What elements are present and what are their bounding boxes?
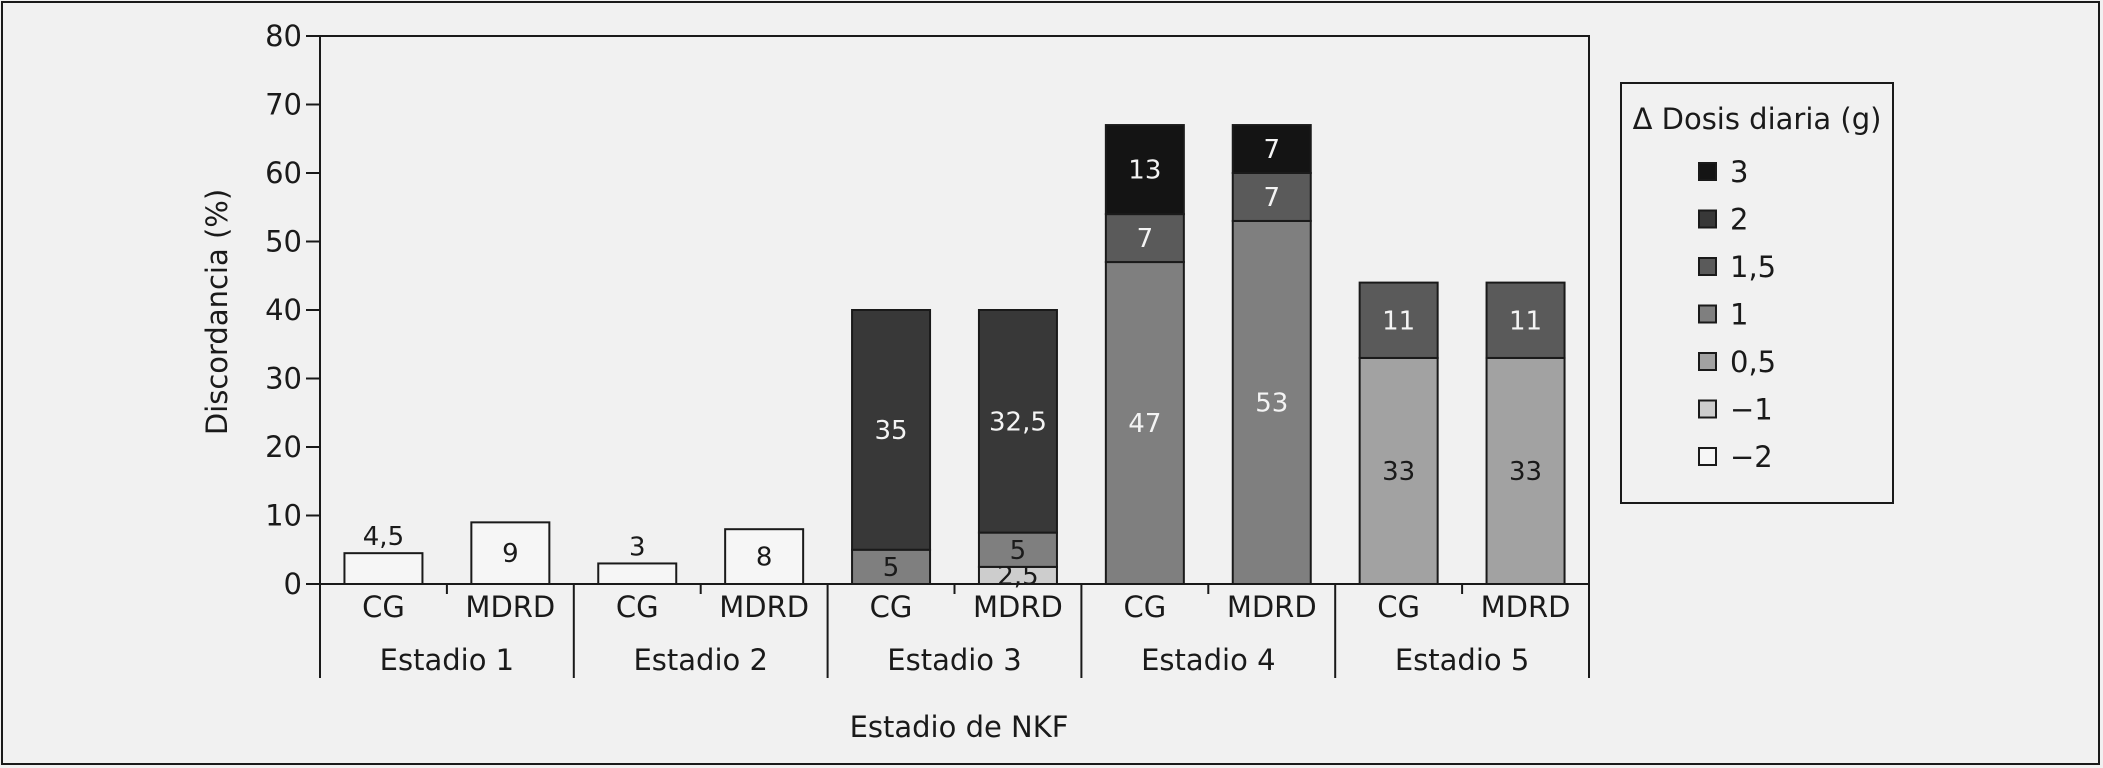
bar-segment (851, 309, 932, 551)
legend-entry-label: 1 (1730, 298, 1748, 332)
bar-segment (1104, 124, 1185, 216)
legend-box (1620, 82, 1894, 504)
bar-segment (470, 521, 551, 585)
bar-category-label: MDRD (1227, 590, 1317, 624)
group-label: Estadio 2 (633, 643, 767, 677)
bar-segment (597, 562, 678, 586)
group-label: Estadio 5 (1395, 643, 1529, 677)
legend-swatch (1698, 257, 1717, 276)
legend-swatch (1698, 352, 1717, 371)
bar-segment (343, 552, 424, 585)
legend-entry-label: 3 (1730, 155, 1748, 189)
bar-data-label: 7 (1263, 183, 1280, 213)
bar-data-label: 5 (883, 553, 900, 583)
bar-category-label: MDRD (1481, 590, 1571, 624)
bar-category-label: CG (362, 590, 405, 624)
bar-data-label: 33 (1382, 457, 1415, 487)
bar-segment (1485, 281, 1566, 359)
legend-entry-label: 1,5 (1730, 250, 1776, 284)
x-axis-label: Estadio de NKF (850, 710, 1069, 744)
y-tick-label: 0 (284, 567, 302, 601)
legend-entry-label: 0,5 (1730, 345, 1776, 379)
y-tick-label: 80 (265, 19, 302, 53)
bar-data-label: 35 (875, 416, 908, 446)
bar-data-label: 8 (756, 543, 773, 573)
bar-segment (1231, 124, 1312, 175)
bar-data-label: 11 (1382, 306, 1415, 336)
y-axis-label: Discordancia (%) (200, 189, 234, 435)
bar-segment (1231, 172, 1312, 222)
bar-data-label: 3 (629, 532, 646, 562)
bar-segment (1231, 219, 1312, 585)
bar-segment (851, 548, 932, 585)
legend-title: Δ Dosis diaria (g) (1633, 102, 1882, 136)
legend-entry-label: 2 (1730, 203, 1748, 237)
legend-entry-label: −1 (1730, 393, 1773, 427)
y-tick-label: 40 (265, 293, 302, 327)
bar-data-label: 13 (1128, 156, 1161, 186)
bar-data-label: 11 (1509, 306, 1542, 336)
group-label: Estadio 3 (887, 643, 1021, 677)
y-tick-label: 30 (265, 362, 302, 396)
y-tick-label: 10 (265, 499, 302, 533)
bar-category-label: MDRD (973, 590, 1063, 624)
bar-category-label: CG (1377, 590, 1420, 624)
bar-category-label: CG (870, 590, 913, 624)
bar-data-label: 7 (1137, 224, 1154, 254)
bar-data-label: 33 (1509, 457, 1542, 487)
bar-segment (1104, 213, 1185, 264)
bar-segment (1485, 356, 1566, 586)
legend-entry-label: −2 (1730, 440, 1773, 474)
bar-data-label: 53 (1255, 388, 1288, 418)
legend-swatch (1698, 304, 1717, 324)
group-label: Estadio 4 (1141, 643, 1275, 677)
bar-category-label: MDRD (465, 590, 555, 624)
bar-segment (977, 531, 1058, 568)
group-label: Estadio 1 (380, 643, 514, 677)
legend-swatch (1698, 162, 1717, 181)
bar-segment (977, 309, 1058, 534)
bar-data-label: 32,5 (989, 407, 1047, 437)
bar-data-label: 4,5 (363, 522, 404, 552)
bar-category-label: CG (616, 590, 659, 624)
bar-category-label: CG (1123, 590, 1166, 624)
bar-segment (1358, 281, 1439, 359)
bar-data-label: 9 (502, 539, 519, 569)
legend-swatch (1698, 209, 1717, 229)
y-tick-label: 70 (265, 88, 302, 122)
y-tick-label: 20 (265, 430, 302, 464)
bar-data-label: 47 (1128, 409, 1161, 439)
bar-data-label: 5 (1010, 536, 1027, 566)
y-tick-label: 50 (265, 225, 302, 259)
legend-swatch (1698, 399, 1717, 419)
bar-data-label: 7 (1263, 135, 1280, 165)
bar-category-label: MDRD (719, 590, 809, 624)
legend-swatch (1698, 447, 1717, 466)
y-tick-label: 60 (265, 156, 302, 190)
